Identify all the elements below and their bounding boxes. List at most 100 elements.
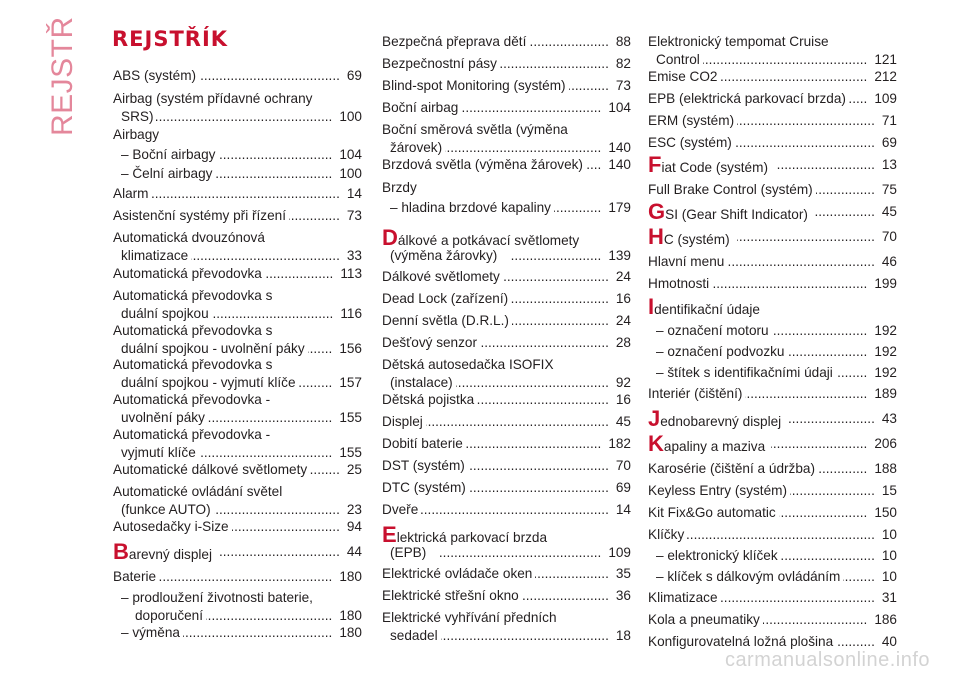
index-page-number: 88 — [615, 34, 631, 49]
index-entry-line: Bezpečnostní pásy 82.....................… — [382, 55, 631, 73]
index-entry-text: Dead Lock (zařízení) — [382, 291, 509, 306]
index-leader-dots: ......................... — [521, 588, 609, 603]
index-entry-line: Dveře 14.................................… — [382, 501, 631, 519]
index-entry-line: – elektronický klíček 10.................… — [648, 547, 897, 565]
index-entry-line: – štítek s identifikačními údaji 192.....… — [648, 364, 897, 382]
index-leader-dots: ................ — [289, 208, 340, 223]
index-entry-line: ESC (systém) 69..........................… — [648, 134, 897, 152]
index-entry-text: klimatizace — [121, 248, 189, 264]
index-leader-dots: ....................................... — [468, 480, 609, 495]
index-entry-line: ABS (systém) 69..........................… — [113, 67, 362, 85]
index-entry: – elektronický klíček 10.................… — [648, 547, 897, 565]
index-entry-text: – štítek s identifikačními údaji — [656, 365, 833, 380]
index-entry: – štítek s identifikačními údaji 192.....… — [648, 364, 897, 382]
index-leader-dots: .................................... — [480, 335, 609, 350]
index-entry: ESC (systém) 69..........................… — [648, 134, 897, 152]
index-entry-line: uvolnění páky 155........................… — [113, 409, 362, 427]
index-leader-dots: .................................... — [214, 502, 340, 518]
index-entry-line: Boční airbag 104.........................… — [382, 99, 631, 117]
index-page-number: 109 — [874, 91, 897, 106]
index-page-number: 179 — [608, 200, 631, 215]
index-entry-line: Control 121..............................… — [648, 51, 897, 69]
index-leader-dots: ............................ — [511, 313, 609, 328]
index-entry: Full Brake Control (systém) 75...........… — [648, 181, 897, 199]
index-leader-dots: ................................... — [218, 544, 340, 559]
index-entry-text: Dětská pojistka — [382, 392, 475, 407]
index-entry: Emise CO2 212............................… — [648, 68, 897, 86]
index-entry: Automatická převodovka s duální spojkou -… — [113, 356, 362, 392]
index-page-number: 10 — [881, 569, 897, 584]
index-page-number: 16 — [615, 392, 631, 407]
index-entry-text: Brzdy — [382, 180, 417, 195]
index-entry-text: Displej — [382, 414, 423, 429]
index-entry-line: žárovek) 140.............................… — [382, 139, 631, 157]
index-letter-initial: J — [648, 406, 661, 431]
index-page-number: 24 — [615, 313, 631, 328]
index-entry: Baterie 180..............................… — [113, 568, 362, 586]
index-page-number: 192 — [874, 344, 897, 359]
index-leader-dots: ........... — [298, 375, 333, 391]
index-entry-line: DST (systém) 70..........................… — [382, 457, 631, 475]
index-entry: Dětská pojistka 16.......................… — [382, 391, 631, 409]
index-entry-text: ABS (systém) — [113, 68, 197, 83]
index-entry-text: vyjmutí klíče — [121, 445, 196, 461]
index-entry: Automatická převodovka 113...............… — [113, 265, 362, 283]
index-entry-text: Emise CO2 — [648, 69, 718, 84]
index-page-number: 156 — [339, 341, 362, 357]
index-entry: – Boční airbagy 104......................… — [113, 146, 362, 164]
index-entry-line: Kit Fix&Go automatic 150.................… — [648, 504, 897, 522]
index-entry-text: ERM (systém) — [648, 113, 735, 128]
index-entry-text: Fiat Code (systém) — [648, 152, 768, 177]
index-entry-text: Brzdová světla (výměna žárovek) — [382, 157, 583, 172]
index-entry-text: Klimatizace — [648, 590, 718, 605]
index-entry: Automatická dvouzónová klimatizace 33.....… — [113, 229, 362, 265]
index-page-number: 94 — [346, 519, 362, 534]
index-entry: Konfigurovatelná ložná plošina 40........… — [648, 633, 897, 651]
index-entry-line: – Boční airbagy 104......................… — [113, 146, 362, 164]
index-entry-text: Dálkové a potkávací světlomety — [382, 225, 580, 250]
index-page-number: 109 — [608, 545, 631, 561]
index-entry-text: (výměna žárovky) — [390, 248, 498, 264]
index-entry-line: – Čelní airbagy 100......................… — [113, 165, 362, 183]
index-entry: Kapaliny a maziva 206....................… — [648, 433, 897, 455]
index-leader-dots: ........................................… — [727, 254, 875, 269]
index-page-number: 24 — [615, 269, 631, 284]
index-entry-line: vyjmutí klíče 155........................… — [113, 444, 362, 462]
index-entry: – prodloužení životnosti baterie, doporuč… — [113, 589, 362, 625]
index-entry-line: (funkce AUTO) 23.........................… — [113, 501, 362, 519]
index-page-number: 36 — [615, 588, 631, 603]
index-leader-dots: ........................... — [780, 548, 875, 563]
index-letter-initial: H — [648, 224, 664, 249]
footer-watermark: carmanualsonline.info — [724, 649, 930, 671]
index-entry-line: Bezpečná přeprava dětí 88................… — [382, 33, 631, 51]
index-entry: Brzdy — [382, 179, 631, 197]
index-page-number: 116 — [340, 306, 362, 322]
index-page-number: 140 — [608, 157, 631, 172]
index-entry: – označení podvozku 192..................… — [648, 343, 897, 361]
index-entry-line: Full Brake Control (systém) 75...........… — [648, 181, 897, 199]
index-page-number: 104 — [339, 147, 362, 162]
index-entry-text: (EPB) — [390, 545, 427, 561]
index-page-number: 69 — [615, 480, 631, 495]
index-letter-initial: F — [648, 152, 662, 177]
index-page-number: 92 — [615, 375, 631, 391]
index-entry-text: Airbag (systém přídavné ochrany — [113, 91, 313, 106]
index-page-number: 70 — [881, 229, 897, 244]
index-entry-text: Bezpečnostní pásy — [382, 56, 497, 71]
index-leader-dots: ....... — [848, 91, 868, 106]
index-leader-dots: .......................... — [778, 505, 868, 520]
index-entry: Airbag (systém přídavné ochrany SRS) 100..… — [113, 90, 362, 126]
index-entry: Dobití baterie 182.......................… — [382, 435, 631, 453]
index-leader-dots: ........................................… — [702, 52, 868, 68]
index-entry: Displej 45...............................… — [382, 413, 631, 431]
index-page-number: 45 — [881, 204, 897, 219]
index-page-number: 14 — [346, 186, 362, 201]
index-entry-line: Denní světla (D.R.L.) 24.................… — [382, 312, 631, 330]
index-entry-text: žárovek) — [390, 140, 443, 156]
index-entry-line: GSI (Gear Shift Indicator) 45............… — [648, 201, 897, 223]
index-page-number: 13 — [881, 157, 897, 172]
index-entry: Identifikační údaje — [648, 296, 897, 318]
index-entry-text: Automatická převodovka — [113, 266, 262, 281]
index-entry-line: Dobití baterie 182.......................… — [382, 435, 631, 453]
index-entry: GSI (Gear Shift Indicator) 45............… — [648, 201, 897, 223]
